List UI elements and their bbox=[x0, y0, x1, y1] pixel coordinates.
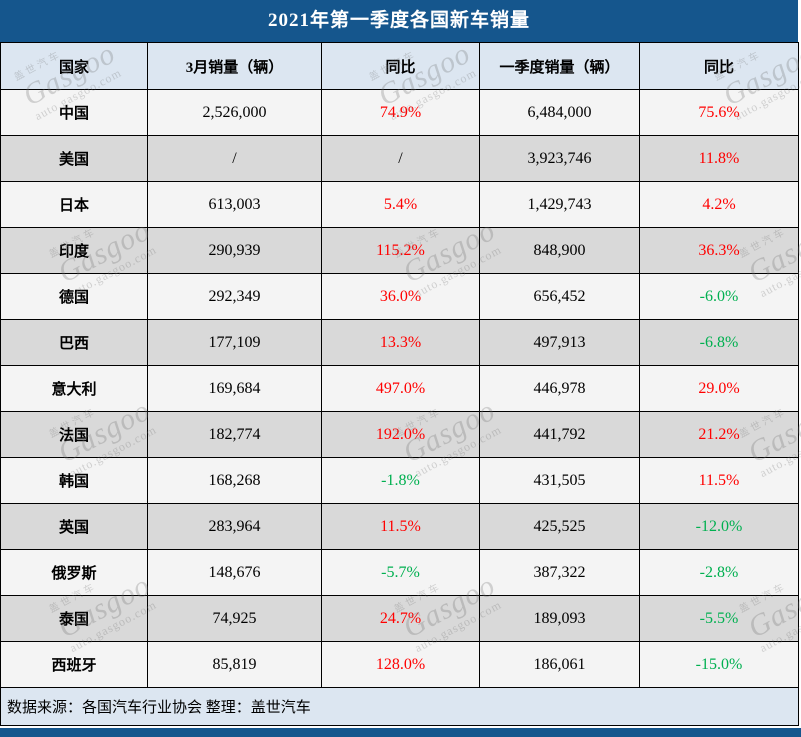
q1-yoy-cell: 21.2% bbox=[639, 411, 799, 458]
march-sales-cell: 85,819 bbox=[147, 641, 322, 688]
q1-sales-cell: 848,900 bbox=[479, 227, 640, 274]
q1-sales-cell: 3,923,746 bbox=[479, 135, 640, 182]
q1-yoy-cell: -15.0% bbox=[639, 641, 799, 688]
q1-yoy-cell: -6.0% bbox=[639, 273, 799, 320]
march-sales-cell: 168,268 bbox=[147, 457, 322, 504]
q1-yoy-cell: -2.8% bbox=[639, 549, 799, 596]
footer-row: 数据来源：各国汽车行业协会 整理：盖世汽车 bbox=[0, 687, 799, 726]
march-sales-cell: 148,676 bbox=[147, 549, 322, 596]
march-yoy-cell: 74.9% bbox=[321, 89, 480, 136]
country-cell: 韩国 bbox=[0, 457, 148, 504]
march-yoy-cell: -5.7% bbox=[321, 549, 480, 596]
table-row: 俄罗斯 148,676 -5.7% 387,322 -2.8% bbox=[0, 549, 799, 596]
q1-sales-cell: 6,484,000 bbox=[479, 89, 640, 136]
march-sales-cell: 292,349 bbox=[147, 273, 322, 320]
table-row: 意大利 169,684 497.0% 446,978 29.0% bbox=[0, 365, 799, 412]
march-yoy-cell: 11.5% bbox=[321, 503, 480, 550]
q1-yoy-cell: 36.3% bbox=[639, 227, 799, 274]
country-cell: 英国 bbox=[0, 503, 148, 550]
march-sales-cell: 182,774 bbox=[147, 411, 322, 458]
q1-yoy-cell: 4.2% bbox=[639, 181, 799, 228]
q1-sales-cell: 441,792 bbox=[479, 411, 640, 458]
march-sales-cell: / bbox=[147, 135, 322, 182]
header-q1-sales: 一季度销量（辆） bbox=[479, 42, 640, 90]
page-title: 2021年第一季度各国新车销量 bbox=[0, 0, 798, 42]
march-sales-cell: 2,526,000 bbox=[147, 89, 322, 136]
q1-sales-cell: 446,978 bbox=[479, 365, 640, 412]
table-row: 中国 2,526,000 74.9% 6,484,000 75.6% bbox=[0, 89, 799, 136]
march-yoy-cell: 192.0% bbox=[321, 411, 480, 458]
table-body: 中国 2,526,000 74.9% 6,484,000 75.6% 美国 / … bbox=[0, 89, 799, 688]
country-cell: 印度 bbox=[0, 227, 148, 274]
q1-sales-cell: 387,322 bbox=[479, 549, 640, 596]
header-march-yoy: 同比 bbox=[321, 42, 480, 90]
table-row: 日本 613,003 5.4% 1,429,743 4.2% bbox=[0, 181, 799, 228]
country-cell: 泰国 bbox=[0, 595, 148, 642]
country-cell: 巴西 bbox=[0, 319, 148, 366]
country-cell: 法国 bbox=[0, 411, 148, 458]
march-sales-cell: 74,925 bbox=[147, 595, 322, 642]
q1-sales-cell: 497,913 bbox=[479, 319, 640, 366]
table-row: 英国 283,964 11.5% 425,525 -12.0% bbox=[0, 503, 799, 550]
country-cell: 西班牙 bbox=[0, 641, 148, 688]
table-row: 美国 / / 3,923,746 11.8% bbox=[0, 135, 799, 182]
march-yoy-cell: 13.3% bbox=[321, 319, 480, 366]
march-sales-cell: 169,684 bbox=[147, 365, 322, 412]
q1-sales-cell: 186,061 bbox=[479, 641, 640, 688]
march-yoy-cell: 24.7% bbox=[321, 595, 480, 642]
table-row: 巴西 177,109 13.3% 497,913 -6.8% bbox=[0, 319, 799, 366]
q1-yoy-cell: 11.8% bbox=[639, 135, 799, 182]
march-sales-cell: 177,109 bbox=[147, 319, 322, 366]
header-march-sales: 3月销量（辆） bbox=[147, 42, 322, 90]
header-row: 国家 3月销量（辆） 同比 一季度销量（辆） 同比 bbox=[0, 42, 799, 90]
march-yoy-cell: 5.4% bbox=[321, 181, 480, 228]
table-row: 法国 182,774 192.0% 441,792 21.2% bbox=[0, 411, 799, 458]
q1-sales-cell: 431,505 bbox=[479, 457, 640, 504]
header-q1-yoy: 同比 bbox=[639, 42, 799, 90]
q1-sales-cell: 1,429,743 bbox=[479, 181, 640, 228]
sales-table: 国家 3月销量（辆） 同比 一季度销量（辆） 同比 中国 2,526,000 7… bbox=[0, 42, 799, 726]
country-cell: 美国 bbox=[0, 135, 148, 182]
data-source-note: 数据来源：各国汽车行业协会 整理：盖世汽车 bbox=[0, 687, 799, 726]
march-yoy-cell: 128.0% bbox=[321, 641, 480, 688]
q1-sales-cell: 656,452 bbox=[479, 273, 640, 320]
q1-sales-cell: 425,525 bbox=[479, 503, 640, 550]
q1-yoy-cell: -12.0% bbox=[639, 503, 799, 550]
country-cell: 德国 bbox=[0, 273, 148, 320]
table-row: 泰国 74,925 24.7% 189,093 -5.5% bbox=[0, 595, 799, 642]
q1-yoy-cell: 75.6% bbox=[639, 89, 799, 136]
march-sales-cell: 290,939 bbox=[147, 227, 322, 274]
table-footer: 数据来源：各国汽车行业协会 整理：盖世汽车 bbox=[0, 687, 799, 726]
march-yoy-cell: -1.8% bbox=[321, 457, 480, 504]
country-cell: 俄罗斯 bbox=[0, 549, 148, 596]
q1-yoy-cell: 11.5% bbox=[639, 457, 799, 504]
march-yoy-cell: 497.0% bbox=[321, 365, 480, 412]
table-row: 韩国 168,268 -1.8% 431,505 11.5% bbox=[0, 457, 799, 504]
country-cell: 日本 bbox=[0, 181, 148, 228]
march-sales-cell: 613,003 bbox=[147, 181, 322, 228]
march-yoy-cell: 36.0% bbox=[321, 273, 480, 320]
table-row: 西班牙 85,819 128.0% 186,061 -15.0% bbox=[0, 641, 799, 688]
country-cell: 中国 bbox=[0, 89, 148, 136]
q1-yoy-cell: 29.0% bbox=[639, 365, 799, 412]
country-cell: 意大利 bbox=[0, 365, 148, 412]
q1-sales-cell: 189,093 bbox=[479, 595, 640, 642]
q1-yoy-cell: -6.8% bbox=[639, 319, 799, 366]
q1-yoy-cell: -5.5% bbox=[639, 595, 799, 642]
table-row: 德国 292,349 36.0% 656,452 -6.0% bbox=[0, 273, 799, 320]
table-row: 印度 290,939 115.2% 848,900 36.3% bbox=[0, 227, 799, 274]
header-country: 国家 bbox=[0, 42, 148, 90]
table-header: 国家 3月销量（辆） 同比 一季度销量（辆） 同比 bbox=[0, 42, 799, 90]
bottom-bar bbox=[0, 728, 801, 737]
march-yoy-cell: 115.2% bbox=[321, 227, 480, 274]
march-sales-cell: 283,964 bbox=[147, 503, 322, 550]
march-yoy-cell: / bbox=[321, 135, 480, 182]
